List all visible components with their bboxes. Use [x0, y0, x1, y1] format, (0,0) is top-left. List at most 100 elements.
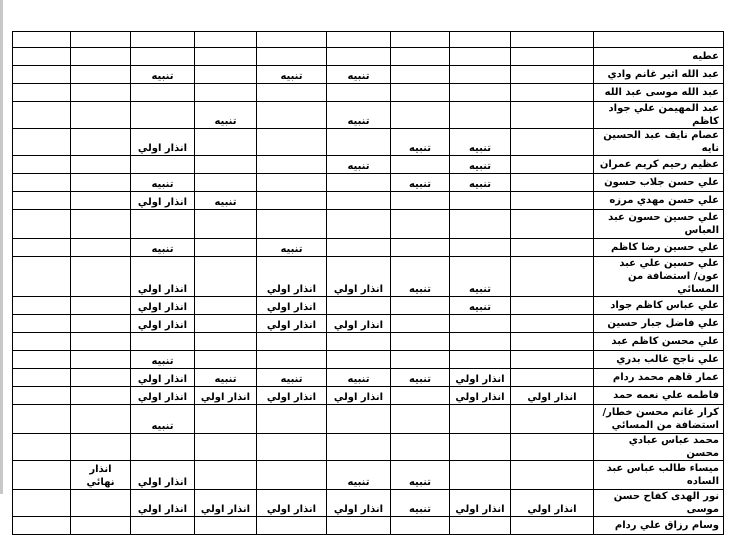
status-cell — [390, 47, 450, 66]
status-cell: تنبيه — [326, 65, 391, 84]
status-cell — [12, 101, 71, 129]
table-row: علي عباس كاظم جواد تنبيه انذار اولي انذار ا… — [12, 296, 724, 315]
status-cell — [256, 155, 327, 174]
status-cell — [326, 47, 391, 66]
status-cell — [326, 433, 391, 461]
status-cell: انذار اولي — [449, 368, 511, 387]
status-cell — [130, 101, 195, 129]
status-cell — [12, 368, 71, 387]
status-cell — [449, 516, 511, 535]
status-cell: تنبيه — [449, 173, 511, 192]
status-cell: تنبيه — [326, 368, 391, 387]
status-cell — [326, 83, 391, 102]
status-cell: انذار اولي — [256, 314, 327, 333]
status-cell: انذار اولي — [194, 386, 257, 405]
status-cell — [326, 516, 391, 535]
student-name: عبد الله اثير غانم وادي — [593, 65, 724, 84]
status-cell — [12, 516, 71, 535]
status-cell — [256, 209, 327, 239]
status-cell: تنبيه — [449, 296, 511, 315]
status-cell: تنبيه — [390, 368, 450, 387]
status-cell: تنبيه — [130, 404, 195, 434]
status-cell — [256, 173, 327, 192]
status-cell — [12, 296, 71, 315]
table-row: عبد الله موسى عبد الله — [12, 83, 724, 102]
student-name: ميساء طالب عباس عبد الساده — [593, 460, 724, 490]
status-cell — [256, 191, 327, 210]
status-cell: تنبيه — [256, 65, 327, 84]
status-cell — [510, 83, 594, 102]
status-cell — [390, 314, 450, 333]
status-cell: تنبيه — [256, 238, 327, 257]
student-name: علي محسن كاظم عبد — [593, 332, 724, 351]
status-cell — [326, 209, 391, 239]
status-cell — [256, 101, 327, 129]
status-cell — [449, 191, 511, 210]
status-cell — [390, 101, 450, 129]
header-row — [12, 31, 724, 48]
status-cell — [256, 460, 327, 490]
table-row: علي محسن كاظم عبد — [12, 332, 724, 351]
status-cell — [194, 404, 257, 434]
student-name: عبد الله موسى عبد الله — [593, 83, 724, 102]
status-cell — [12, 47, 71, 66]
status-cell — [12, 209, 71, 239]
status-cell — [194, 516, 257, 535]
status-cell — [510, 332, 594, 351]
status-cell — [194, 350, 257, 369]
status-cell — [70, 238, 131, 257]
student-name: علي حسين رضا كاظم — [593, 238, 724, 257]
status-cell: انذار اولي — [130, 296, 195, 315]
status-cell — [510, 516, 594, 535]
status-cell — [70, 209, 131, 239]
header-cell — [256, 31, 327, 48]
student-name: عصام نايف عبد الحسين نايه — [593, 128, 724, 156]
student-name: علي حسين حسون عبد العباس — [593, 209, 724, 239]
table-row: علي حسين رضا كاظم تنبيه تنبيه — [12, 238, 724, 257]
status-cell — [70, 101, 131, 129]
status-cell: انذار اولي — [256, 386, 327, 405]
status-cell — [326, 296, 391, 315]
header-cell — [510, 31, 594, 48]
status-cell — [449, 433, 511, 461]
status-cell — [449, 83, 511, 102]
status-cell — [130, 47, 195, 66]
status-cell — [510, 238, 594, 257]
status-cell — [12, 173, 71, 192]
status-cell — [390, 65, 450, 84]
status-cell — [130, 209, 195, 239]
table-row: عصام نايف عبد الحسين نايه تنبيه تنبيه انذار… — [12, 128, 724, 156]
student-name: عظيم رحيم كريم عمران — [593, 155, 724, 174]
status-cell — [70, 516, 131, 535]
table-row: محمد عباس عبادي محسن — [12, 433, 724, 461]
status-cell — [390, 404, 450, 434]
status-cell — [70, 256, 131, 297]
status-cell — [449, 101, 511, 129]
student-name: وسام رزاق علي ردام — [593, 516, 724, 535]
student-name: كرار غانم محسن خطار/ استضافة من المسائي — [593, 404, 724, 434]
status-cell: تنبيه — [326, 155, 391, 174]
table-row: علي حسين حسون عبد العباس — [12, 209, 724, 239]
status-cell — [510, 155, 594, 174]
header-cell — [593, 31, 724, 48]
header-cell — [12, 31, 71, 48]
status-cell — [390, 350, 450, 369]
status-cell: انذار اولي — [130, 386, 195, 405]
status-cell: تنبيه — [256, 368, 327, 387]
status-cell — [510, 460, 594, 490]
table-row: علي فاضل جبار حسين انذار اولي انذار اولي ان… — [12, 314, 724, 333]
student-name: عبد المهيمن علي جواد كاظم — [593, 101, 724, 129]
status-cell — [12, 256, 71, 297]
status-cell — [12, 128, 71, 156]
status-cell: انذار اولي — [130, 128, 195, 156]
status-cell — [194, 460, 257, 490]
student-name: عطيه — [593, 47, 724, 66]
status-cell: انذار اولي — [326, 314, 391, 333]
status-cell: تنبيه — [390, 128, 450, 156]
table-row: ميساء طالب عباس عبد الساده تنبيه تنبيه انذا… — [12, 460, 724, 490]
student-name: محمد عباس عبادي محسن — [593, 433, 724, 461]
status-cell: تنبيه — [194, 368, 257, 387]
header-cell — [449, 31, 511, 48]
status-cell — [194, 155, 257, 174]
status-cell: تنبيه — [390, 256, 450, 297]
